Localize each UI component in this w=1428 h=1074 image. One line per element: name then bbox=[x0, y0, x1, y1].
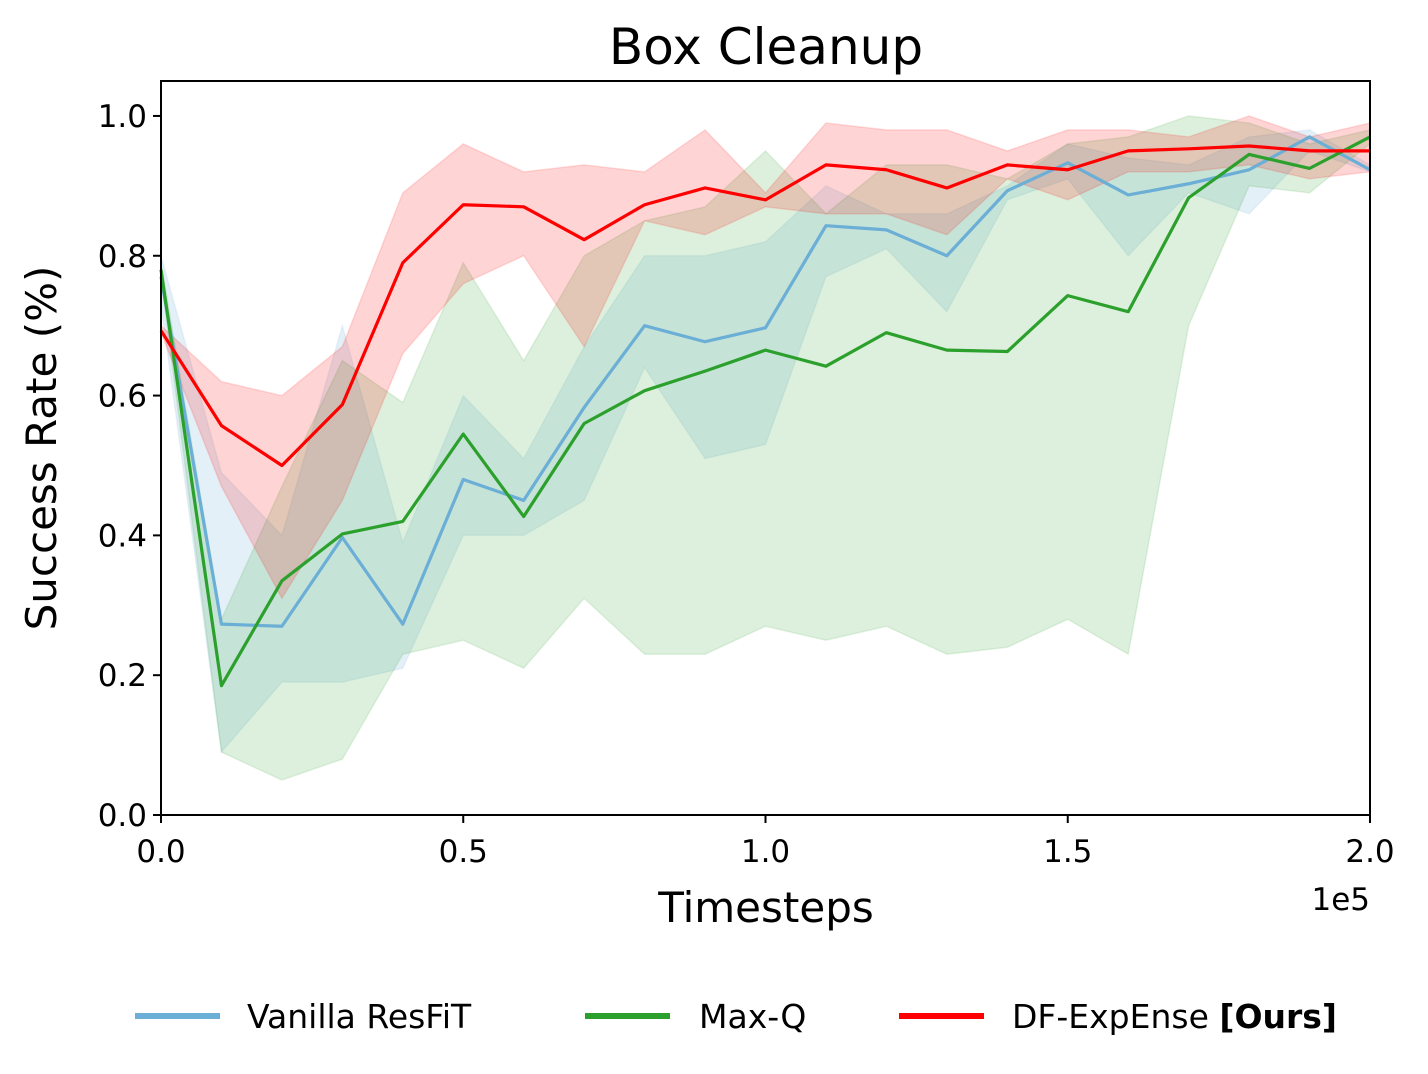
series-lines bbox=[159, 135, 1371, 688]
y-tick-label: 0.6 bbox=[98, 379, 147, 415]
y-tick-label: 0.4 bbox=[98, 518, 147, 554]
y-axis-ticks: 0.0 0.2 0.4 0.6 0.8 1.0 bbox=[98, 99, 161, 834]
y-tick-label: 0.8 bbox=[98, 239, 147, 275]
line-max-q bbox=[159, 135, 1371, 688]
legend: Vanilla ResFiT Max-Q DF-ExpEnse [Ours] bbox=[135, 997, 1337, 1036]
legend-label-vanilla-resfit: Vanilla ResFiT bbox=[247, 997, 472, 1036]
x-tick-label: 2.0 bbox=[1345, 834, 1394, 870]
confidence-bands bbox=[160, 115, 1371, 781]
line-df-expense bbox=[159, 144, 1370, 468]
x-axis-multiplier: 1e5 bbox=[1311, 882, 1370, 918]
y-tick-label: 0.2 bbox=[98, 658, 147, 694]
y-tick-label: 0.0 bbox=[98, 798, 147, 834]
legend-ours-tag: [Ours] bbox=[1219, 997, 1337, 1036]
x-tick-label: 1.0 bbox=[741, 834, 790, 870]
x-tick-label: 0.0 bbox=[136, 834, 185, 870]
x-axis-ticks: 0.0 0.5 1.0 1.5 2.0 bbox=[136, 815, 1395, 870]
x-tick-label: 1.5 bbox=[1043, 834, 1092, 870]
x-axis-label: Timesteps bbox=[657, 883, 874, 932]
y-tick-label: 1.0 bbox=[98, 99, 147, 135]
legend-label-df-expense: DF-ExpEnse [Ours] bbox=[1012, 997, 1337, 1036]
line-vanilla-resfit bbox=[159, 135, 1371, 628]
y-axis-label: Success Rate (%) bbox=[17, 266, 66, 631]
x-tick-label: 0.5 bbox=[439, 834, 488, 870]
legend-label-max-q: Max-Q bbox=[699, 997, 806, 1036]
chart-title: Box Cleanup bbox=[609, 18, 923, 76]
